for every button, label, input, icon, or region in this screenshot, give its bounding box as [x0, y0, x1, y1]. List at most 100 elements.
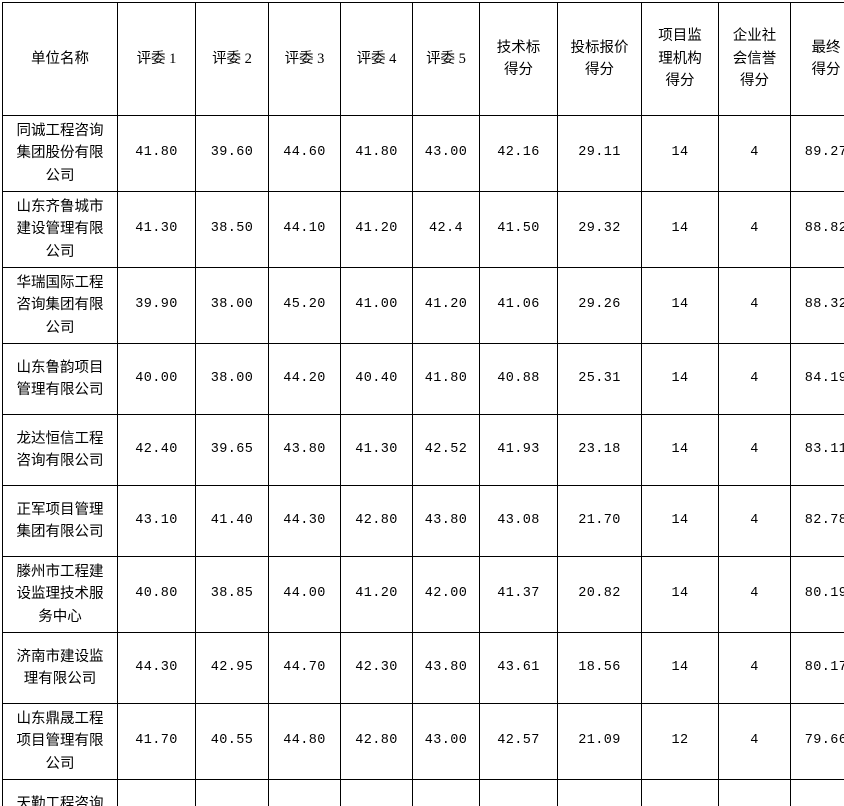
- column-header-super: 项目监 理机构 得分: [641, 2, 719, 116]
- cell-final: 80.17: [790, 632, 844, 704]
- cell-j5: 43.80: [412, 485, 480, 557]
- cell-super: 14: [641, 267, 719, 344]
- cell-tech: 41.06: [479, 267, 558, 344]
- cell-price: 29.32: [557, 191, 642, 268]
- cell-j2: 42.95: [195, 632, 269, 704]
- cell-j3: 44.70: [268, 632, 341, 704]
- cell-j2: 38.00: [195, 343, 269, 415]
- column-header-tech: 技术标 得分: [479, 2, 558, 116]
- cell-tech: 41.50: [479, 191, 558, 268]
- cell-j3: 44.10: [268, 191, 341, 268]
- column-header-line: 得分: [811, 62, 841, 78]
- cell-j4: 41.00: [340, 267, 413, 344]
- company-name-line: 公司: [45, 167, 75, 184]
- cell-j1: 44.30: [117, 632, 196, 704]
- table-body: 同诚工程咨询 集团股份有限 公司 41.80 39.60 44.60 41.80 43.00 4…: [2, 115, 844, 806]
- cell-tech: 42.57: [479, 703, 558, 780]
- company-name-line: 济南市建设监: [16, 648, 104, 665]
- cell-j2: 38.85: [195, 556, 269, 633]
- cell-final: 79.66: [790, 703, 844, 780]
- cell-company-name: 山东齐鲁城市 建设管理有限 公司: [2, 191, 118, 268]
- table-row: 天勤工程咨询有限公司43.6041.8044.9041.6043.5043.08…: [2, 779, 844, 806]
- cell-j1: 42.40: [117, 414, 196, 486]
- cell-j3: 44.80: [268, 703, 341, 780]
- company-name-line: 山东鲁韵项目: [16, 359, 104, 376]
- column-header-line: 评委 5: [426, 50, 466, 67]
- cell-super: 14: [641, 779, 719, 806]
- cell-super: 14: [641, 414, 719, 486]
- column-header-line: 评委 4: [356, 50, 397, 67]
- company-name-line: 咨询集团有限: [16, 297, 104, 314]
- column-header-line: 得分: [585, 62, 614, 78]
- company-name-line: 建设管理有限: [16, 221, 104, 238]
- column-header-j4: 评委 4: [340, 2, 413, 116]
- table-row: 滕州市工程建 设监理技术服 务中心 40.80 38.85 44.00 41.20 42.00…: [2, 556, 844, 633]
- cell-price: 14.57: [557, 779, 642, 806]
- cell-credit: 4: [718, 414, 791, 486]
- cell-credit: 4: [718, 191, 791, 268]
- cell-j5: 42.00: [412, 556, 480, 633]
- cell-j4: 41.20: [340, 556, 413, 633]
- company-name-line: 公司: [45, 319, 75, 336]
- column-header-line: 单位名称: [31, 50, 89, 67]
- column-header-line: 技术标: [496, 39, 541, 56]
- cell-price: 21.70: [557, 485, 642, 557]
- column-header-line: 投标报价: [570, 39, 629, 56]
- company-name-line: 公司: [45, 243, 75, 260]
- cell-company-name: 滕州市工程建 设监理技术服 务中心: [2, 556, 118, 633]
- cell-final: 89.27: [790, 115, 844, 192]
- table-row: 正军项目管理 集团有限公司 43.10 41.40 44.30 42.80 43.80 43.…: [2, 485, 844, 557]
- cell-j1: 39.90: [117, 267, 196, 344]
- cell-company-name: 济南市建设监 理有限公司: [2, 632, 118, 704]
- column-header-j1: 评委 1: [117, 2, 196, 116]
- cell-tech: 43.61: [479, 632, 558, 704]
- company-name-line: 务中心: [38, 608, 82, 625]
- cell-credit: 4: [718, 343, 791, 415]
- cell-tech: 40.88: [479, 343, 558, 415]
- column-header-line: 理机构: [658, 50, 702, 67]
- cell-credit: 4: [718, 632, 791, 704]
- cell-j2: 39.65: [195, 414, 269, 486]
- company-name-line: 山东齐鲁城市: [16, 198, 104, 215]
- cell-j4: 42.80: [340, 703, 413, 780]
- cell-final: 88.82: [790, 191, 844, 268]
- cell-credit: 4: [718, 779, 791, 806]
- cell-j1: 40.80: [117, 556, 196, 633]
- cell-company-name: 山东鲁韵项目 管理有限公司: [2, 343, 118, 415]
- cell-j3: 44.00: [268, 556, 341, 633]
- cell-company-name: 天勤工程咨询有限公司: [2, 779, 118, 806]
- cell-j5: 41.20: [412, 267, 480, 344]
- table-row: 山东鲁韵项目 管理有限公司 40.00 38.00 44.20 40.40 41.80 40.…: [2, 343, 844, 415]
- company-name-line: 山东鼎晟工程: [16, 710, 104, 727]
- column-header-line: 得分: [740, 73, 769, 90]
- cell-company-name: 龙达恒信工程 咨询有限公司: [2, 414, 118, 486]
- cell-credit: 4: [718, 267, 791, 344]
- company-name-line: 同诚工程咨询: [16, 122, 104, 139]
- company-name-line: 龙达恒信工程: [16, 430, 104, 447]
- cell-j1: 43.10: [117, 485, 196, 557]
- cell-j2: 39.60: [195, 115, 269, 192]
- cell-j4: 42.30: [340, 632, 413, 704]
- column-header-line: 企业社: [732, 28, 777, 45]
- cell-final: 84.19: [790, 343, 844, 415]
- cell-price: 21.09: [557, 703, 642, 780]
- cell-price: 20.82: [557, 556, 642, 633]
- cell-j5: 41.80: [412, 343, 480, 415]
- cell-j4: 42.80: [340, 485, 413, 557]
- cell-super: 14: [641, 343, 719, 415]
- cell-price: 23.18: [557, 414, 642, 486]
- cell-j5: 43.50: [412, 779, 480, 806]
- cell-j2: 38.50: [195, 191, 269, 268]
- column-header-j3: 评委 3: [268, 2, 341, 116]
- company-name-line: 咨询有限公司: [16, 453, 104, 469]
- cell-j1: 41.80: [117, 115, 196, 192]
- cell-j5: 43.00: [412, 115, 480, 192]
- cell-final: 75.65: [790, 779, 844, 806]
- cell-j5: 42.4: [412, 191, 480, 268]
- cell-tech: 42.16: [479, 115, 558, 192]
- table-row: 同诚工程咨询 集团股份有限 公司 41.80 39.60 44.60 41.80 43.00 4…: [2, 115, 844, 192]
- cell-j3: 43.80: [268, 414, 341, 486]
- cell-credit: 4: [718, 556, 791, 633]
